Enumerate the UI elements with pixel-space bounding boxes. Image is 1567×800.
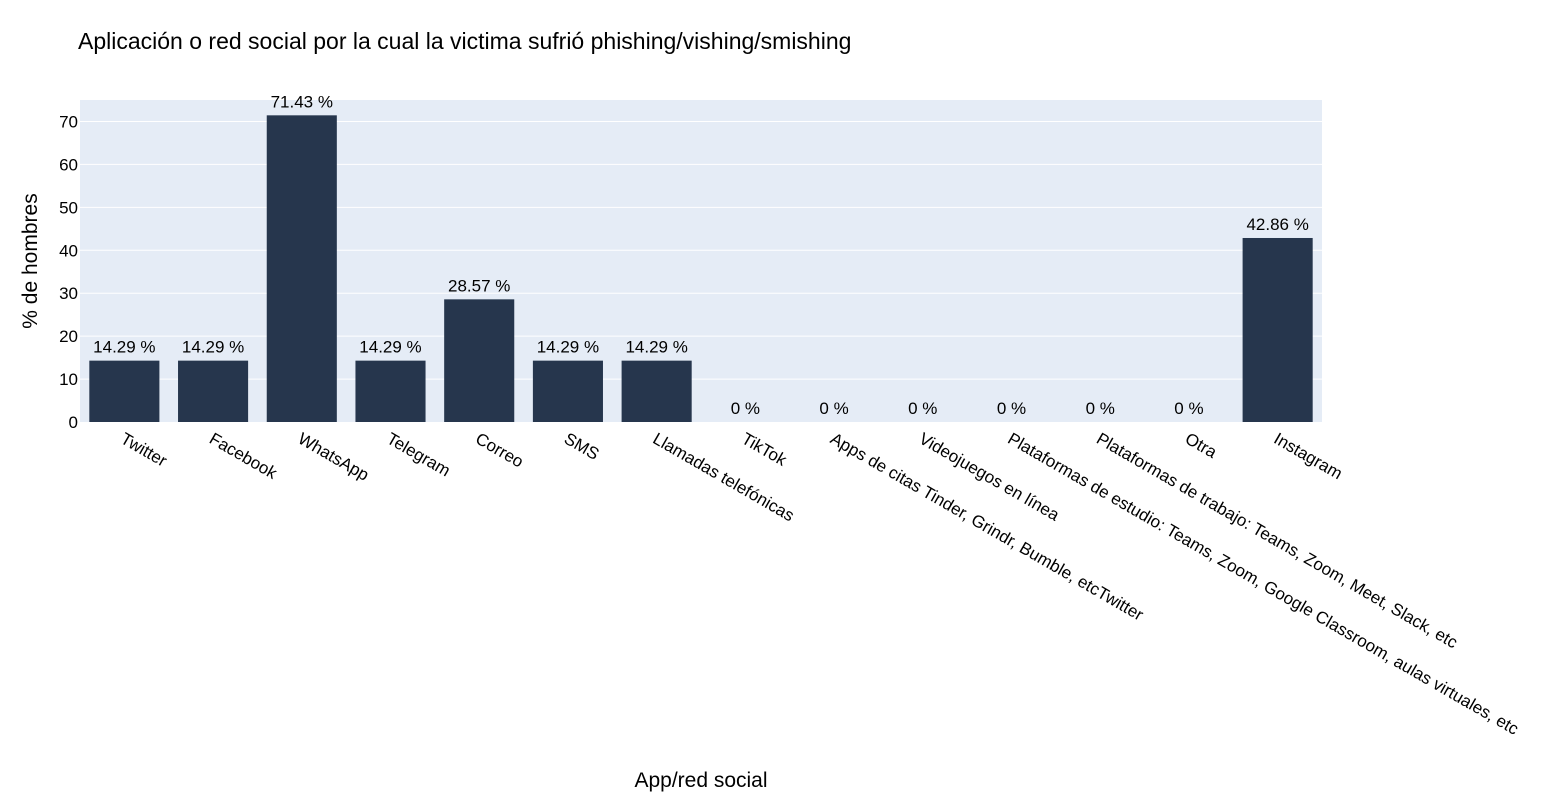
y-tick-label: 50 [59,198,78,217]
x-tick-label: Facebook [206,429,281,483]
x-tick-label: TikTok [738,429,790,470]
data-label: 0 % [819,399,848,418]
x-tick-label: Instagram [1271,429,1346,483]
x-tick-label: Telegram [384,429,454,480]
x-tick-label: Correo [472,429,527,471]
bar [621,360,692,422]
x-tick-label: Otra [1182,429,1221,462]
bar [266,115,337,422]
chart-title: Aplicación o red social por la cual la v… [78,28,851,54]
data-label: 0 % [908,399,937,418]
bar [532,360,603,422]
y-axis-ticks: 0 10 20 30 40 50 60 70 [59,112,78,432]
x-tick-label: Videojuegos en línea [916,429,1063,525]
data-label: 0 % [997,399,1026,418]
data-label: 14.29 % [93,338,155,357]
bar [444,299,515,422]
x-tick-label: Plataformas de trabajo: Teams, Zoom, Mee… [1093,429,1461,652]
x-tick-label: WhatsApp [295,429,372,485]
x-axis-title: App/red social [634,769,767,792]
data-label: 42.86 % [1246,215,1308,234]
data-label: 14.29 % [359,338,421,357]
y-tick-label: 10 [59,370,78,389]
bars [89,115,1313,422]
bar [1242,237,1313,422]
data-label: 0 % [1174,399,1203,418]
x-axis-ticks: Twitter Facebook WhatsApp Telegram Correo SMS… [117,429,1522,739]
y-tick-label: 60 [59,155,78,174]
y-tick-label: 30 [59,284,78,303]
bar [89,360,160,422]
data-label: 28.57 % [448,276,510,295]
data-label: 14.29 % [182,338,244,357]
data-label: 0 % [731,399,760,418]
data-label: 0 % [1086,399,1115,418]
plot-area [80,100,1322,422]
y-tick-label: 40 [59,241,78,260]
data-label: 14.29 % [537,338,599,357]
bar [355,360,426,422]
data-label: 14.29 % [625,338,687,357]
y-tick-label: 20 [59,327,78,346]
y-tick-label: 70 [59,112,78,131]
data-labels: 14.29 % 14.29 % 71.43 % 14.29 % 28.57 % 14.29… [93,92,1309,418]
y-tick-label: 0 [69,413,78,432]
x-tick-label: SMS [561,429,602,464]
data-label: 71.43 % [271,92,333,111]
x-tick-label: Twitter [117,429,170,471]
y-axis-title: % de hombres [19,193,42,328]
x-tick-label: Llamadas telefónicas [650,429,798,525]
bar [178,360,249,422]
x-tick-label: Apps de citas Tinder, Grindr, Bumble, et… [827,429,1147,625]
